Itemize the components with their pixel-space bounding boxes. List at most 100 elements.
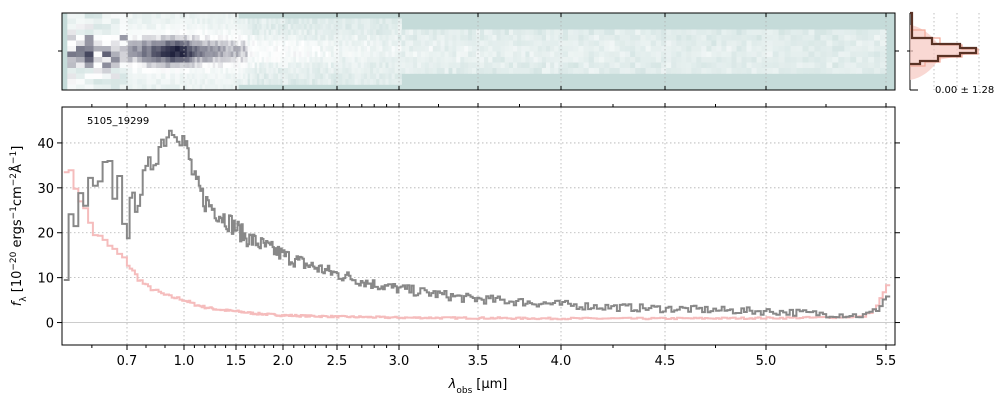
heatmap-cell bbox=[290, 51, 294, 58]
heatmap-cell bbox=[261, 57, 265, 63]
heatmap-cell bbox=[298, 35, 302, 41]
heatmap-cell bbox=[271, 51, 274, 58]
heatmap-cell bbox=[401, 68, 406, 74]
heatmap-cell bbox=[500, 57, 506, 63]
heatmap-cell bbox=[578, 51, 585, 58]
heatmap-cell bbox=[84, 51, 94, 58]
heatmap-cell bbox=[635, 29, 641, 36]
heatmap-cell bbox=[790, 62, 798, 69]
heatmap-cell bbox=[583, 46, 590, 52]
heatmap-cell bbox=[436, 57, 442, 63]
heatmap-cell bbox=[367, 57, 371, 63]
heatmap-cell bbox=[820, 35, 827, 41]
heatmap-cell bbox=[301, 62, 305, 69]
heatmap-cell bbox=[240, 29, 244, 36]
heatmap-cell bbox=[235, 73, 239, 80]
heatmap-cell bbox=[405, 68, 410, 74]
heatmap-cell bbox=[296, 40, 300, 47]
heatmap-cell bbox=[102, 24, 112, 30]
heatmap-cell bbox=[233, 68, 237, 74]
heatmap-cell bbox=[593, 46, 600, 52]
heatmap-cell bbox=[280, 57, 284, 63]
heatmap-cell bbox=[242, 18, 246, 25]
heatmap-cell bbox=[599, 46, 605, 52]
heatmap-cell bbox=[706, 57, 712, 63]
heatmap-cell bbox=[345, 40, 349, 47]
heatmap-cell bbox=[655, 68, 662, 74]
heatmap-cell bbox=[850, 40, 857, 47]
heatmap-cell bbox=[223, 40, 227, 47]
heatmap-cell bbox=[772, 35, 780, 41]
heatmap-cell bbox=[850, 29, 857, 36]
heatmap-cell bbox=[325, 46, 329, 52]
heatmap-cell bbox=[256, 57, 260, 63]
heatmap-cell bbox=[521, 62, 526, 69]
heatmap-cell bbox=[432, 46, 438, 52]
heatmap-cell bbox=[102, 57, 112, 63]
heatmap-cell bbox=[808, 46, 815, 52]
heatmap-cell bbox=[721, 62, 727, 69]
heatmap-cell bbox=[409, 62, 414, 69]
heatmap-cell bbox=[746, 68, 752, 74]
heatmap-cell bbox=[619, 40, 626, 47]
heatmap-cell bbox=[568, 35, 574, 41]
heatmap-cell bbox=[304, 29, 308, 36]
heatmap-cell bbox=[330, 62, 335, 69]
heatmap-cell bbox=[476, 46, 481, 52]
heatmap-cell bbox=[242, 46, 246, 52]
heatmap-cell bbox=[583, 40, 590, 47]
heatmap-cell bbox=[440, 29, 445, 36]
heatmap-cell bbox=[271, 40, 274, 47]
heatmap-cell bbox=[541, 40, 547, 47]
heatmap-cell bbox=[273, 73, 277, 80]
heatmap-cell bbox=[357, 57, 362, 63]
heatmap-cell bbox=[127, 29, 133, 36]
heatmap-cell bbox=[235, 13, 239, 19]
heatmap-cell bbox=[772, 68, 780, 74]
heatmap-cell bbox=[67, 46, 77, 52]
heatmap-cell bbox=[141, 79, 148, 85]
heatmap-cell bbox=[394, 57, 399, 63]
heatmap-cell bbox=[333, 73, 337, 80]
heatmap-cell bbox=[245, 29, 249, 36]
heatmap-cell bbox=[832, 29, 839, 36]
heatmap-cell bbox=[301, 73, 305, 80]
heatmap-cell bbox=[192, 18, 196, 25]
heatmap-cell bbox=[306, 51, 310, 58]
heatmap-cell bbox=[194, 79, 198, 85]
heatmap-cell bbox=[342, 24, 346, 30]
heatmap-cell bbox=[245, 51, 249, 58]
heatmap-cell bbox=[285, 40, 289, 47]
heatmap-cell bbox=[635, 46, 641, 52]
heatmap-cell bbox=[314, 57, 318, 63]
heatmap-cell bbox=[573, 51, 579, 58]
heatmap-cell bbox=[593, 35, 600, 41]
heatmap-cell bbox=[304, 57, 308, 63]
heatmap-cell bbox=[242, 51, 246, 58]
heatmap-cell bbox=[298, 40, 302, 47]
heatmap-cell bbox=[525, 62, 530, 69]
heatmap-cell bbox=[256, 18, 260, 25]
heatmap-cell bbox=[137, 13, 143, 19]
heatmap-cell bbox=[84, 46, 94, 52]
heatmap-cell bbox=[808, 29, 815, 36]
heatmap-cell bbox=[731, 68, 737, 74]
heatmap-cell bbox=[189, 13, 193, 19]
heatmap-cell bbox=[339, 35, 343, 41]
heatmap-cell bbox=[336, 79, 340, 85]
heatmap-cell bbox=[428, 35, 434, 41]
heatmap-cell bbox=[541, 35, 547, 41]
heatmap-cell bbox=[249, 79, 253, 85]
heatmap-cell bbox=[701, 51, 707, 58]
heatmap-cell bbox=[568, 40, 574, 47]
heatmap-cell bbox=[790, 57, 798, 63]
heatmap-cell bbox=[314, 79, 318, 85]
heatmap-cell bbox=[194, 73, 198, 80]
heatmap-cell bbox=[578, 62, 585, 69]
heatmap-cell bbox=[472, 62, 477, 69]
heatmap-cell bbox=[290, 40, 294, 47]
heatmap-cell bbox=[796, 51, 803, 58]
profile-data-line bbox=[910, 11, 978, 66]
heatmap-cell bbox=[175, 46, 181, 52]
heatmap-cell bbox=[464, 40, 469, 47]
